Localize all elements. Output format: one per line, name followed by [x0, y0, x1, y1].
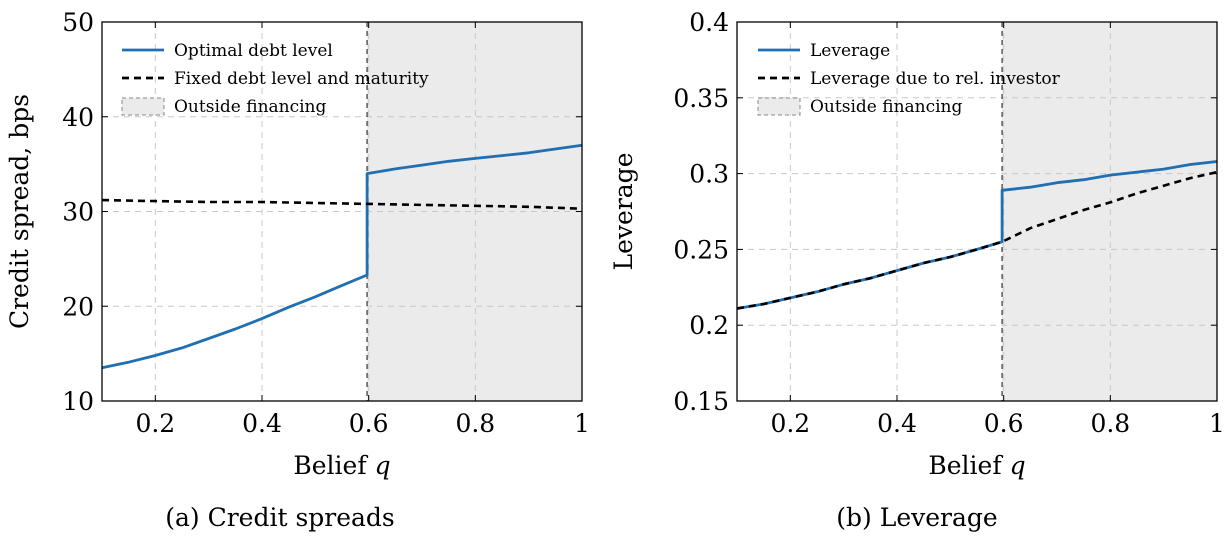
x-tick-label: 0.8: [455, 409, 495, 438]
y-tick-label: 30: [62, 198, 94, 227]
y-tick-label: 20: [62, 292, 94, 321]
y-tick-label: 0.2: [689, 311, 729, 340]
x-tick-label: 0.4: [877, 409, 917, 438]
x-axis-label: Belief q: [293, 451, 390, 480]
x-tick-label: 0.6: [349, 409, 389, 438]
x-axis-label-variable: q: [375, 451, 391, 480]
legend-label: Outside financing: [174, 97, 327, 117]
legend-label: Outside financing: [810, 97, 963, 117]
series-line-reference: [101, 198, 583, 210]
x-tick-label: 0.2: [770, 409, 810, 438]
x-tick-label: 0.2: [135, 409, 175, 438]
y-axis-label: Leverage: [609, 153, 638, 271]
plot-frame: [736, 21, 1218, 402]
x-axis-label-text: Belief: [928, 451, 1003, 480]
x-axis-label-text: Belief: [293, 451, 368, 480]
y-tick-label: 50: [62, 8, 94, 37]
legend-swatch-shaded: [757, 97, 801, 116]
legend-swatch-shaded: [121, 97, 165, 116]
panel-leverage: 0.2 0.4 0.6 0.8 1 0.15 0.2 0.25 0.3 0.35 0.4 Belief…: [609, 8, 1225, 532]
y-tick-label: 0.4: [689, 8, 729, 37]
x-tick-label: 0.4: [242, 409, 282, 438]
chart-caption: (b) Leverage: [836, 503, 997, 532]
legend-label: Fixed debt level and maturity: [174, 69, 429, 89]
y-tick-label: 0.3: [689, 160, 729, 189]
legend-label: Leverage due to rel. investor: [810, 69, 1061, 89]
y-axis-label: Credit spread, bps: [5, 94, 34, 329]
x-tick-label: 0.8: [1090, 409, 1130, 438]
chart-caption: (a) Credit spreads: [165, 503, 395, 532]
y-tick-label: 10: [62, 387, 94, 416]
x-tick-label: 1: [574, 409, 590, 438]
y-tick-label: 0.25: [673, 235, 729, 264]
y-tick-label: 0.35: [673, 84, 729, 113]
legend-label: Leverage: [810, 41, 890, 61]
series-line-main: [101, 143, 583, 370]
legend-label: Optimal debt level: [174, 41, 333, 61]
y-tick-label: 0.15: [673, 387, 729, 416]
x-tick-label: 1: [1209, 409, 1225, 438]
panel-credit-spreads: 0.2 0.4 0.6 0.8 1 10 20 30 40 50 Belief q Credit spr…: [5, 8, 590, 532]
x-axis-label: Belief q: [928, 451, 1025, 480]
shaded-region-outside-financing: [1002, 22, 1217, 401]
x-tick-label: 0.6: [984, 409, 1024, 438]
x-axis-label-variable: q: [1010, 451, 1026, 480]
y-tick-label: 40: [62, 103, 94, 132]
